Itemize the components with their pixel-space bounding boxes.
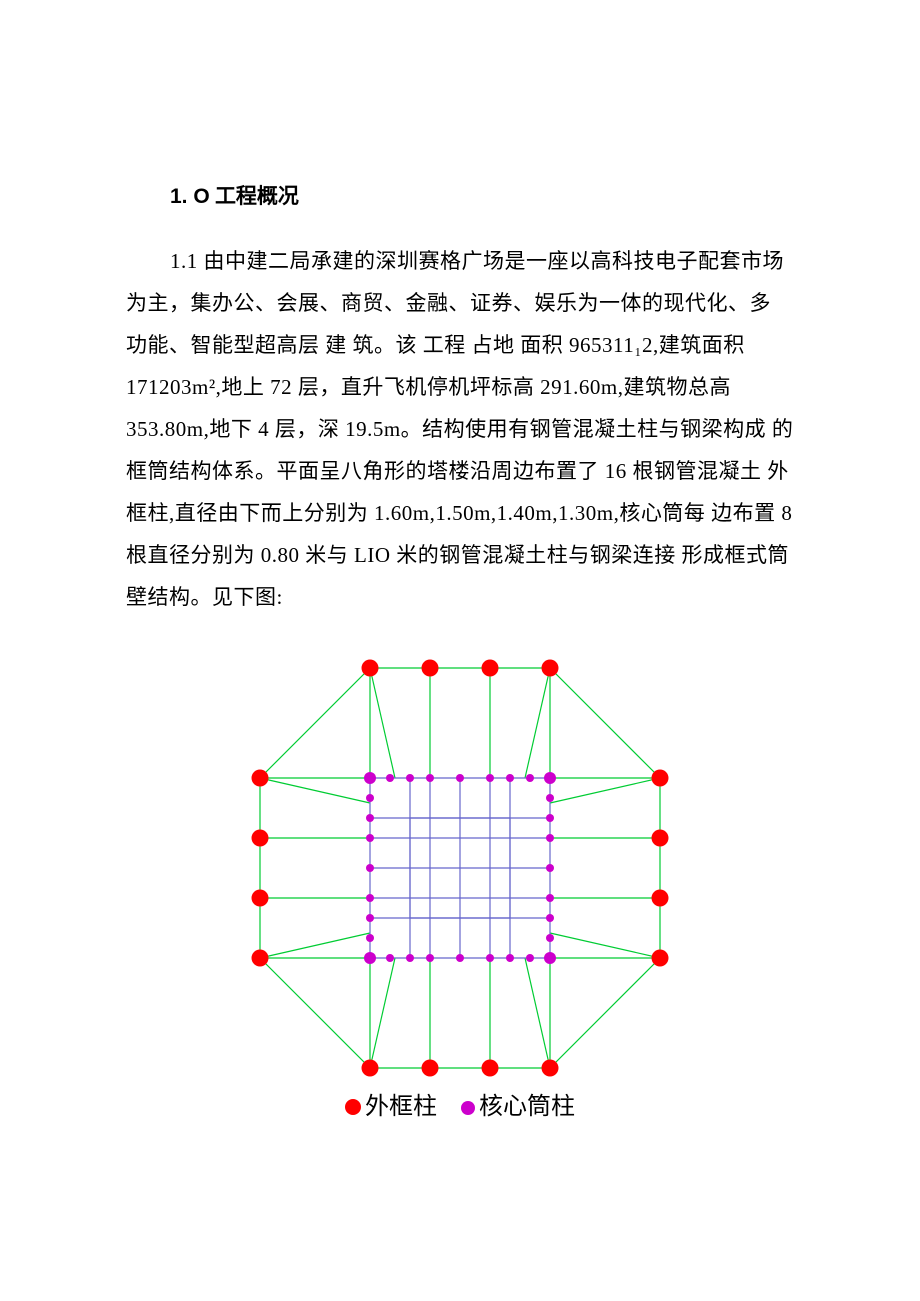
para-body: 由中建二局承建的深圳赛格广场是一座以高科技电子配套市场为主，集办公、会展、商贸、…	[126, 249, 793, 609]
core-column-swatch-icon	[461, 1101, 475, 1115]
section-heading: 1. O 工程概况	[170, 180, 794, 210]
structural-plan-figure: 外框柱 核心筒柱	[126, 658, 794, 1121]
legend-outer-label: 外框柱	[365, 1094, 437, 1120]
legend-inner-label: 核心筒柱	[479, 1094, 575, 1120]
document-page: 1. O 工程概况 1.1 由中建二局承建的深圳赛格广场是一座以高科技电子配套市…	[0, 0, 920, 1181]
para-lead: 1.1	[170, 249, 198, 273]
heading-text: 工程概况	[215, 184, 299, 208]
legend: 外框柱 核心筒柱	[126, 1086, 794, 1121]
body-paragraph: 1.1 由中建二局承建的深圳赛格广场是一座以高科技电子配套市场为主，集办公、会展…	[126, 240, 794, 618]
plan-diagram	[250, 658, 670, 1078]
outer-column-swatch-icon	[345, 1099, 361, 1115]
heading-number: 1. O	[170, 185, 210, 208]
